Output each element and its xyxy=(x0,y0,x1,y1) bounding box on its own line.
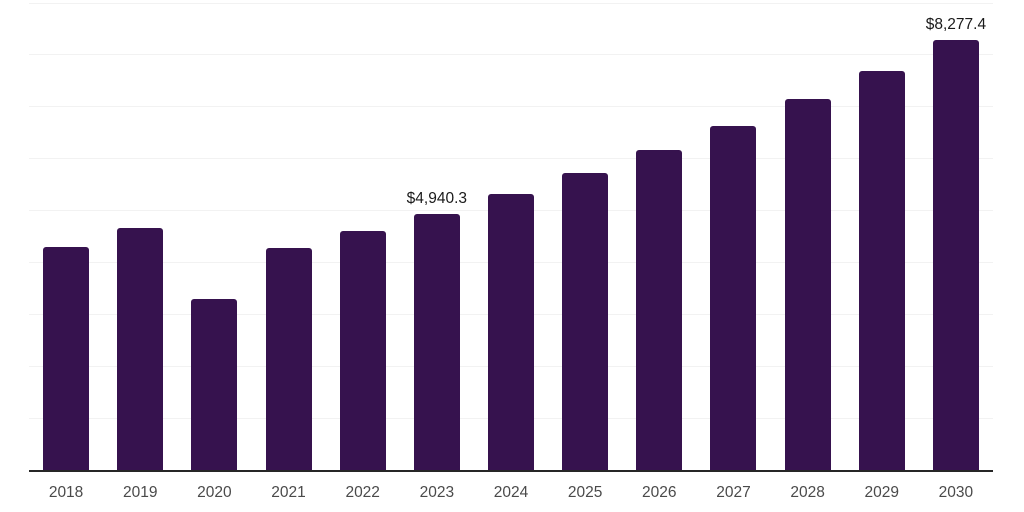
bar-2021 xyxy=(265,247,312,470)
bar-2026 xyxy=(636,150,683,470)
bar-2029 xyxy=(858,71,905,470)
x-tick-label: 2026 xyxy=(642,484,677,501)
bar-2024 xyxy=(488,194,534,470)
bar-2018 xyxy=(43,246,90,470)
data-label-2023: $4,940.3 xyxy=(406,189,468,207)
bar-2023 xyxy=(413,213,460,470)
gridline xyxy=(29,106,993,108)
bar-2022 xyxy=(339,230,386,470)
x-tick-label: 2024 xyxy=(493,484,529,501)
data-label-2030: $8,277.4 xyxy=(925,16,987,34)
x-tick-label: 2020 xyxy=(197,484,232,501)
x-tick-label: 2028 xyxy=(790,484,825,501)
bar-2025 xyxy=(562,172,609,470)
x-tick-label: 2018 xyxy=(48,484,84,501)
x-tick-label: 2025 xyxy=(567,484,603,501)
x-tick-label: 2019 xyxy=(122,484,158,501)
bar-2019 xyxy=(117,228,164,470)
gridline xyxy=(29,158,993,160)
bar-2028 xyxy=(784,99,831,470)
bar-2020 xyxy=(191,299,238,470)
x-tick-label: 2021 xyxy=(271,484,306,501)
x-tick-label: 2030 xyxy=(938,484,974,501)
bar-2027 xyxy=(710,125,757,470)
x-tick-label: 2027 xyxy=(716,484,751,501)
x-tick-label: 2023 xyxy=(419,484,455,501)
x-axis-line xyxy=(29,470,993,472)
x-tick-label: 2029 xyxy=(864,484,900,501)
x-tick-label: 2022 xyxy=(345,484,380,501)
gridline xyxy=(29,2,993,4)
bar-2030 xyxy=(932,40,979,470)
gridline xyxy=(29,54,993,56)
